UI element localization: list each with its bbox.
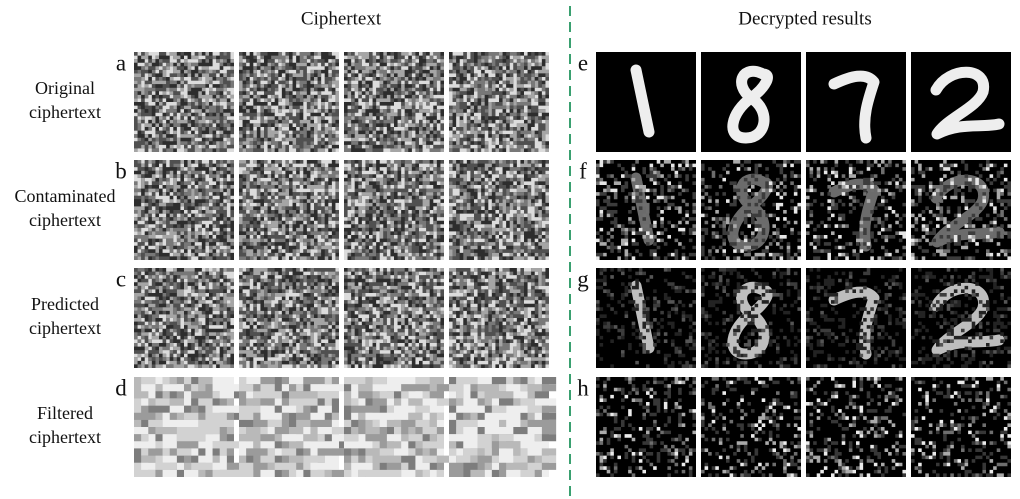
panel-letter: e	[578, 50, 588, 75]
row-label: Predicted	[31, 294, 99, 314]
image-tile	[596, 52, 696, 152]
image-tile	[239, 377, 346, 477]
panel-title: Decrypted results	[738, 8, 871, 29]
tile-background	[911, 52, 1011, 152]
image-tile	[344, 160, 444, 260]
image-tile	[134, 52, 234, 152]
image-tile	[344, 268, 444, 368]
figure: Ciphertext Decrypted results a e Original c…	[0, 0, 1020, 499]
image-tile	[701, 160, 801, 260]
panel-title: Ciphertext	[301, 8, 382, 29]
row-label: ciphertext	[29, 318, 101, 338]
image-tile	[596, 268, 696, 368]
panel-letter: h	[577, 375, 589, 400]
image-tile	[344, 377, 451, 477]
image-tile	[449, 377, 556, 477]
image-tile	[701, 268, 801, 368]
tile-background	[806, 52, 906, 152]
row-label: ciphertext	[29, 210, 101, 230]
image-tile	[449, 160, 549, 260]
image-tile	[806, 268, 906, 368]
row-label: Original	[35, 78, 95, 98]
image-tile	[134, 160, 234, 260]
image-tile	[134, 268, 234, 368]
image-tile	[911, 377, 1011, 477]
panel-letter: g	[577, 266, 589, 291]
panel-letter: f	[579, 158, 587, 183]
image-tile	[806, 377, 906, 477]
image-tile	[701, 377, 801, 477]
panel-letter: b	[115, 158, 127, 183]
image-tile	[911, 52, 1011, 152]
image-tile	[344, 52, 444, 152]
row-label: Filtered	[37, 403, 93, 423]
image-tile	[596, 160, 696, 260]
panel-letter: d	[115, 375, 127, 400]
image-tile	[911, 268, 1011, 368]
image-tile	[449, 52, 549, 152]
image-tile	[449, 268, 549, 368]
image-tile	[596, 377, 696, 477]
row-label: Contaminated	[15, 186, 116, 206]
panel-letter: a	[116, 50, 126, 75]
panel-letter: c	[116, 266, 126, 291]
image-tile	[806, 160, 906, 260]
image-tile	[239, 160, 339, 260]
image-tile	[239, 52, 339, 152]
image-tile	[911, 160, 1011, 260]
image-tile	[701, 52, 801, 152]
image-tile	[239, 268, 339, 368]
row-label: ciphertext	[29, 102, 101, 122]
row-label: ciphertext	[29, 427, 101, 447]
image-tile	[806, 52, 906, 152]
image-tile	[134, 377, 241, 477]
